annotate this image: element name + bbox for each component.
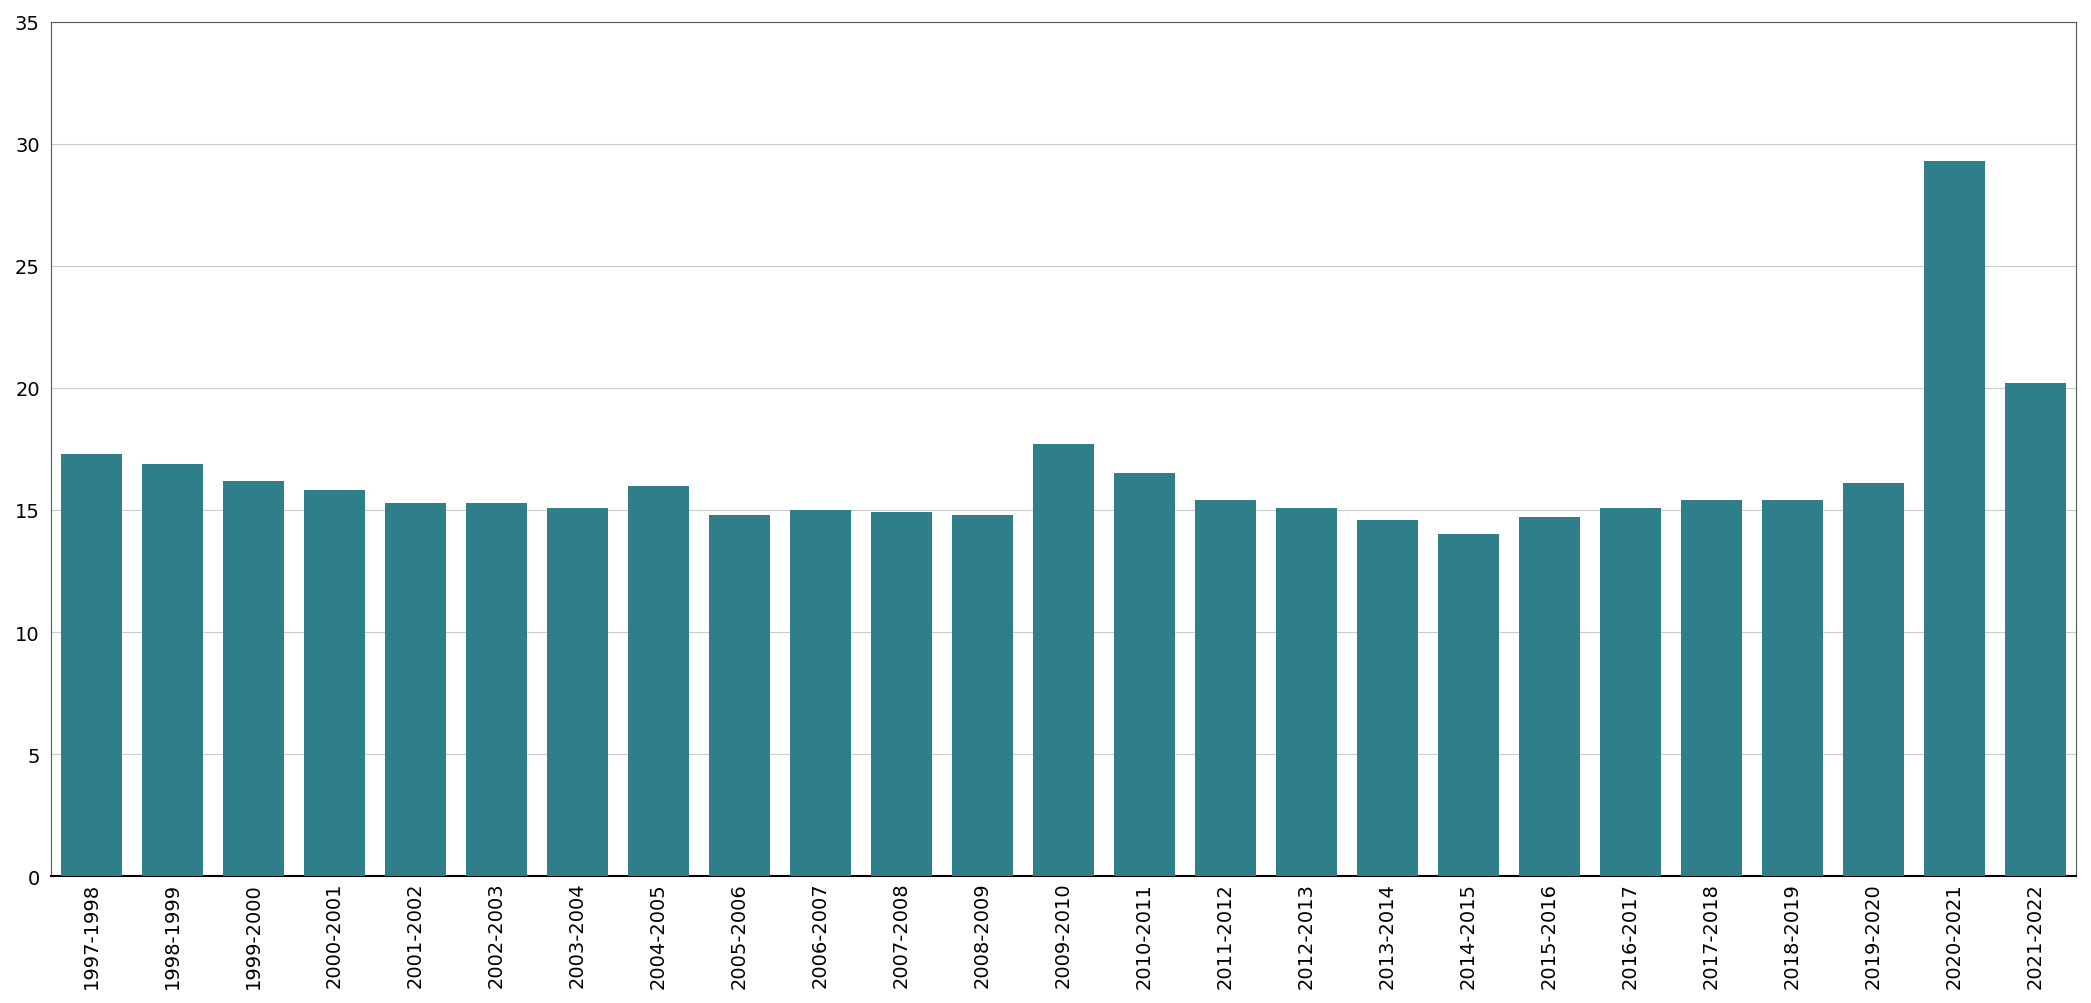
Bar — [303, 490, 364, 877]
Bar — [627, 486, 688, 877]
Bar — [385, 504, 445, 877]
Bar — [466, 504, 527, 877]
Bar — [548, 508, 608, 877]
Bar — [1600, 508, 1660, 877]
Bar — [1357, 521, 1418, 877]
Bar — [1681, 500, 1742, 877]
Bar — [224, 481, 284, 877]
Bar — [1033, 444, 1094, 877]
Bar — [61, 454, 121, 877]
Bar — [2005, 383, 2066, 877]
Bar — [142, 464, 203, 877]
Bar — [709, 516, 769, 877]
Bar — [1924, 161, 1984, 877]
Bar — [872, 513, 933, 877]
Bar — [1439, 535, 1499, 877]
Bar — [790, 511, 851, 877]
Bar — [951, 516, 1012, 877]
Bar — [1115, 473, 1175, 877]
Bar — [1842, 483, 1905, 877]
Bar — [1196, 500, 1257, 877]
Bar — [1520, 518, 1581, 877]
Bar — [1276, 508, 1336, 877]
Bar — [1763, 500, 1823, 877]
